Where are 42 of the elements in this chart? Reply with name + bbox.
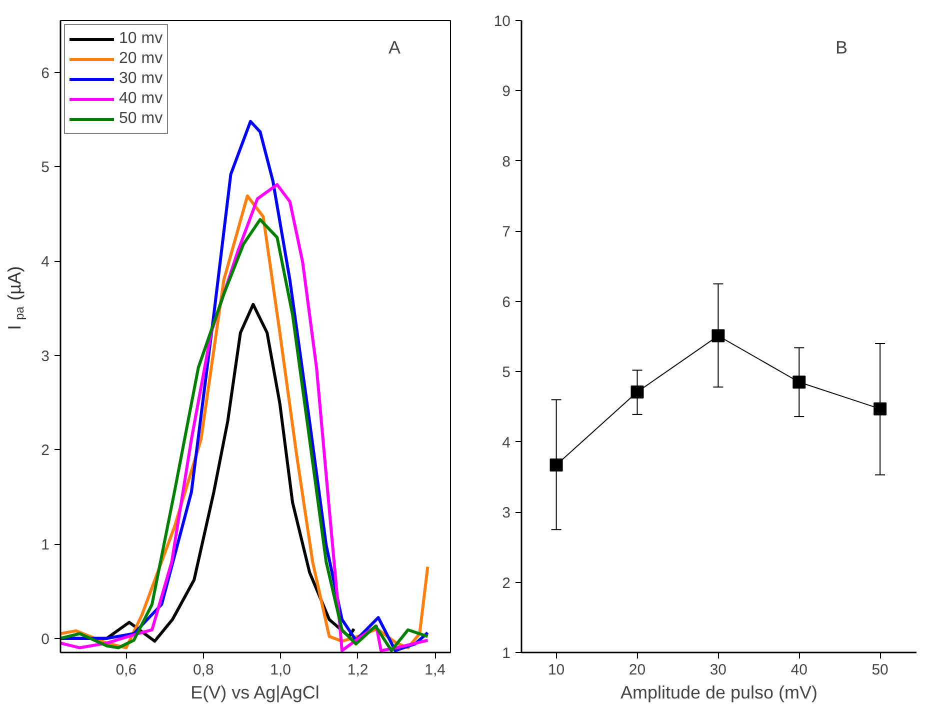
- annotation: A: [388, 38, 401, 58]
- x-tick-label: 0,8: [192, 662, 214, 678]
- x-tick-label: 20: [628, 662, 646, 678]
- y-tick-label: 6: [41, 64, 50, 82]
- x-axis-title: E(V) vs Ag|AgCl: [190, 682, 320, 702]
- y-tick-label: 6: [502, 294, 510, 311]
- x-axis-title: Amplitude de pulso (mV): [620, 682, 818, 702]
- y-tick-label: 8: [502, 153, 510, 170]
- point: [874, 402, 887, 416]
- y-tick-label: 7: [502, 224, 510, 241]
- y-tick-label: 10: [494, 13, 511, 30]
- y-tick-label: 2: [502, 574, 510, 592]
- y-tick-label: 2: [41, 442, 50, 460]
- legend-label: 40 mv: [119, 90, 163, 108]
- x-tick-label: 30: [710, 662, 727, 678]
- legend-label: 20 mv: [119, 50, 163, 68]
- x-tick-label: 1,2: [347, 662, 368, 678]
- point: [550, 458, 563, 472]
- point: [792, 376, 806, 389]
- x-tick-label: 1,4: [424, 662, 446, 678]
- y-tick-label: 5: [41, 159, 50, 176]
- x-tick-label: 50: [872, 662, 888, 678]
- point: [630, 385, 644, 398]
- y-tick-label: 3: [502, 504, 510, 522]
- x-tick-label: 40: [790, 662, 808, 678]
- x-tick-label: 1,0: [270, 662, 292, 678]
- y-tick-label: 9: [502, 83, 510, 100]
- legend-label: 30 mv: [119, 70, 163, 88]
- annotation: B: [835, 38, 848, 58]
- point: [712, 329, 725, 342]
- y-tick-label: 4: [41, 254, 50, 271]
- y-tick-label: 5: [502, 364, 510, 382]
- y-tick-label: 3: [41, 348, 50, 365]
- y-tick-label: 4: [502, 434, 510, 452]
- y-tick-label: 1: [41, 536, 50, 554]
- y-tick-label: 0: [41, 630, 50, 648]
- x-tick-label: 0,6: [116, 662, 137, 678]
- legend-label: 50 mv: [119, 110, 163, 128]
- legend-label: 10 mv: [119, 30, 163, 48]
- y-axis-title: Ipa (µA): [4, 266, 26, 330]
- y-tick-label: 1: [502, 645, 510, 662]
- x-tick-label: 10: [548, 662, 565, 678]
